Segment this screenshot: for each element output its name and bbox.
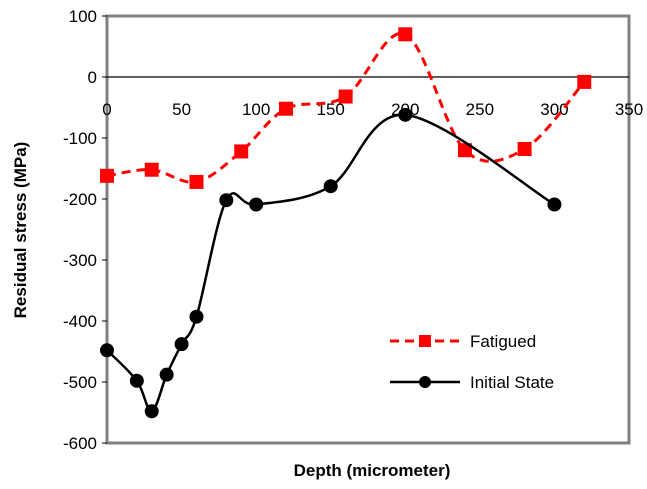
y-tick-label: -500 [63, 373, 97, 392]
data-point-fatigued [577, 74, 592, 89]
legend-marker-fatigued [419, 335, 431, 347]
data-point-fatigued [278, 101, 293, 116]
y-tick-label: -400 [63, 312, 97, 331]
y-tick-label: 100 [69, 7, 97, 26]
y-axis-title: Residual stress (MPa) [11, 142, 30, 319]
y-tick-label: 0 [88, 68, 97, 87]
y-tick-label: -200 [63, 190, 97, 209]
x-tick-label: 350 [615, 100, 643, 119]
x-tick-label: 250 [466, 100, 494, 119]
legend-label-initial-state: Initial State [470, 373, 554, 392]
y-tick-label: -100 [63, 129, 97, 148]
x-tick-group: 050100150200250300350 [102, 100, 643, 119]
data-point-initial-state [219, 193, 234, 208]
data-point-initial-state [100, 343, 114, 358]
plot-area [105, 14, 631, 445]
data-point-initial-state [129, 373, 144, 388]
x-tick-label: 300 [540, 100, 568, 119]
y-tick-group: 100 0 -100 -200 -300 -400 -500 -600 [63, 7, 107, 453]
y-tick-label: -300 [63, 251, 97, 270]
legend-label-fatigued: Fatigued [470, 332, 536, 351]
x-tick-label: 50 [172, 100, 191, 119]
data-point-initial-state [249, 197, 264, 212]
data-point-fatigued [457, 143, 472, 158]
data-point-fatigued [398, 27, 413, 42]
data-point-fatigued [189, 174, 204, 189]
data-point-initial-state [159, 367, 174, 382]
plot-frame [105, 14, 631, 445]
data-point-initial-state [144, 404, 159, 419]
data-point-fatigued [517, 141, 532, 156]
data-point-initial-state [398, 107, 413, 122]
y-tick-label: -600 [63, 434, 97, 453]
data-point-initial-state [174, 337, 189, 352]
x-tick-label: 0 [102, 100, 111, 119]
series-layer [100, 27, 592, 419]
data-point-initial-state [189, 309, 204, 324]
data-point-fatigued [100, 168, 114, 183]
data-point-fatigued [338, 89, 353, 104]
data-point-initial-state [323, 179, 338, 194]
legend: Fatigued Initial State [390, 332, 554, 392]
x-axis-title: Depth (micrometer) [294, 461, 451, 480]
legend-marker-initial-state [419, 376, 431, 388]
data-point-fatigued [234, 144, 249, 159]
data-point-fatigued [144, 162, 159, 177]
x-tick-label: 100 [242, 100, 270, 119]
data-point-initial-state [547, 197, 562, 212]
